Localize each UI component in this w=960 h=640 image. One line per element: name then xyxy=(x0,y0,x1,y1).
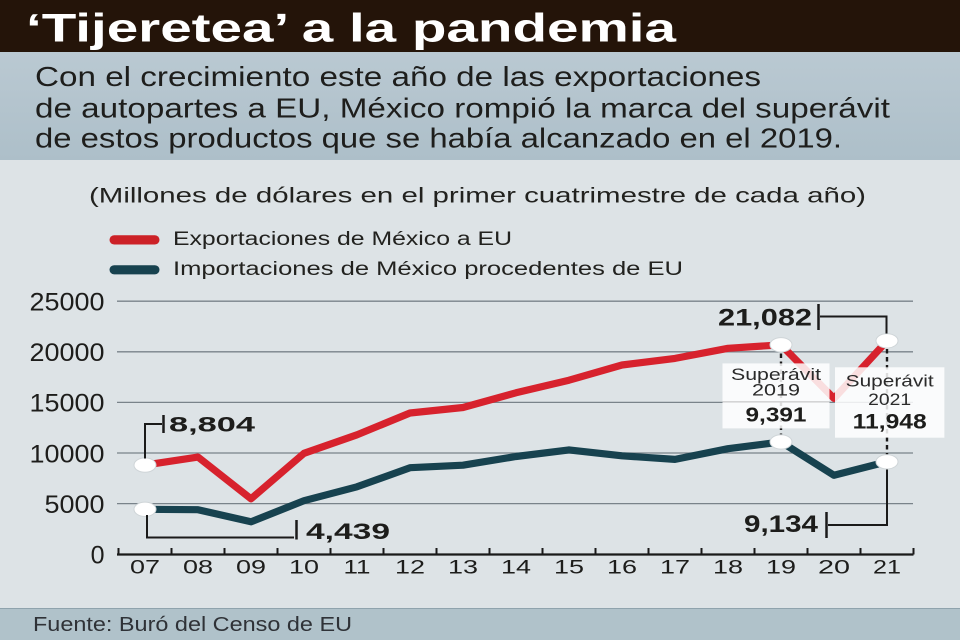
svg-text:09: 09 xyxy=(236,558,266,579)
svg-text:17: 17 xyxy=(660,558,690,579)
svg-text:21,082: 21,082 xyxy=(718,304,812,331)
svg-text:0: 0 xyxy=(91,542,105,570)
svg-text:21: 21 xyxy=(873,558,901,579)
svg-text:de autopartes a EU, México rom: de autopartes a EU, México rompió la mar… xyxy=(35,93,890,124)
svg-text:18: 18 xyxy=(713,558,743,579)
svg-text:9,134: 9,134 xyxy=(744,511,819,538)
svg-text:12: 12 xyxy=(395,558,425,579)
svg-text:15000: 15000 xyxy=(30,390,105,418)
svg-text:de estos productos que se habí: de estos productos que se había alcanzad… xyxy=(35,123,842,154)
svg-text:2019: 2019 xyxy=(752,381,800,400)
svg-text:25000: 25000 xyxy=(30,289,105,317)
svg-text:11,948: 11,948 xyxy=(853,410,927,433)
svg-text:19: 19 xyxy=(766,558,796,579)
svg-text:15: 15 xyxy=(554,558,584,579)
svg-text:Importaciones de México proced: Importaciones de México procedentes de E… xyxy=(173,259,683,280)
svg-text:9,391: 9,391 xyxy=(746,405,807,427)
svg-text:5000: 5000 xyxy=(45,491,105,519)
svg-text:11: 11 xyxy=(344,558,371,579)
svg-text:‘Tijeretea’ a la pandemia: ‘Tijeretea’ a la pandemia xyxy=(26,7,677,51)
svg-text:8,804: 8,804 xyxy=(169,414,256,437)
svg-text:Superávit: Superávit xyxy=(846,372,934,391)
svg-text:07: 07 xyxy=(130,558,160,579)
svg-text:Con el crecimiento este año de: Con el crecimiento este año de las expor… xyxy=(35,61,761,92)
svg-text:16: 16 xyxy=(607,558,637,579)
svg-text:4,439: 4,439 xyxy=(306,519,390,544)
svg-text:14: 14 xyxy=(501,558,532,579)
svg-text:20: 20 xyxy=(818,558,850,579)
svg-text:(Millones de dólares en el pri: (Millones de dólares en el primer cuatri… xyxy=(89,184,866,207)
svg-text:08: 08 xyxy=(183,558,213,579)
svg-text:20000: 20000 xyxy=(30,339,105,367)
svg-text:Superávit: Superávit xyxy=(731,365,821,384)
svg-text:Exportaciones de México a EU: Exportaciones de México a EU xyxy=(173,229,512,250)
svg-text:2021: 2021 xyxy=(868,390,911,409)
svg-text:13: 13 xyxy=(448,558,478,579)
svg-text:10000: 10000 xyxy=(30,440,105,468)
svg-text:Fuente: Buró del Censo de EU: Fuente: Buró del Censo de EU xyxy=(33,614,352,636)
svg-text:10: 10 xyxy=(289,558,319,579)
